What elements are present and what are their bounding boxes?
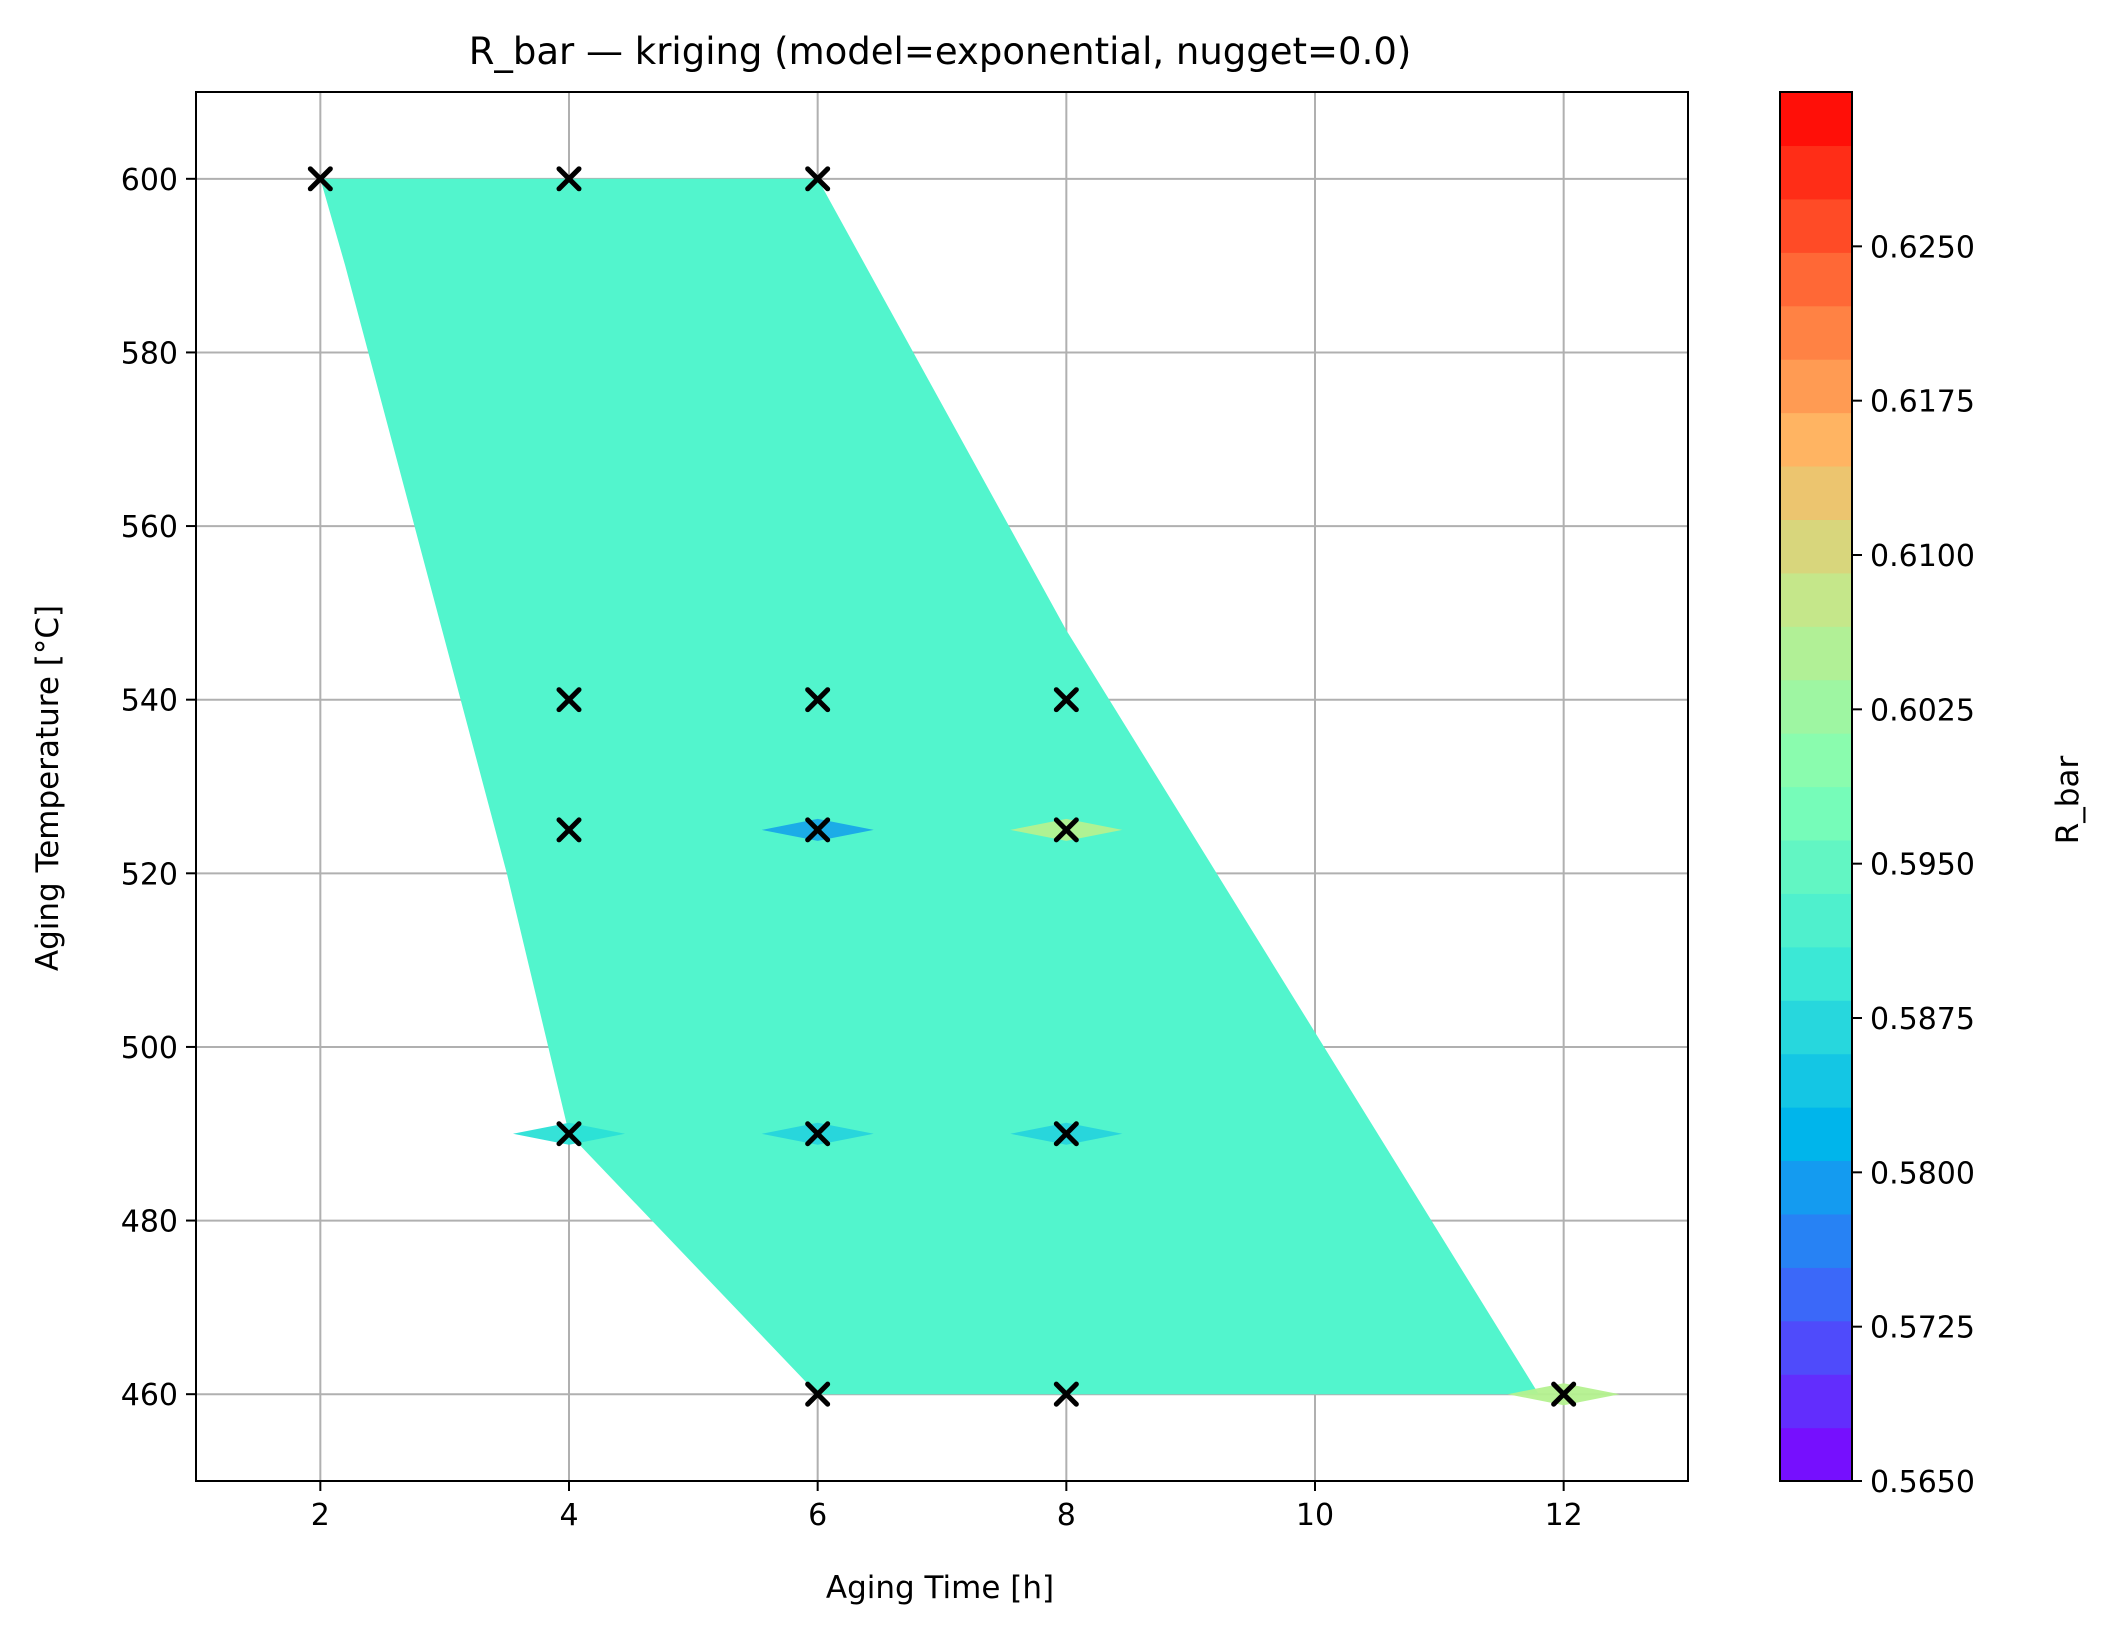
chart-title: R_bar — kriging (model=exponential, nugg… (469, 30, 1412, 73)
colorbar-band (1780, 679, 1852, 734)
colorbar-band (1780, 946, 1852, 1001)
colorbar-band (1780, 1107, 1852, 1162)
colorbar: 0.5650 0.5725 0.5800 0.5875 0.5950 0.6025 0.61… (1779, 91, 2086, 1500)
colorbar-band (1780, 893, 1852, 948)
colorbar-band (1780, 626, 1852, 681)
sample-point-marker (556, 1121, 582, 1147)
colorbar-band (1780, 1427, 1852, 1482)
colorbar-ticks: 0.5650 0.5725 0.5800 0.5875 0.5950 0.6025 0.61… (1852, 230, 1975, 1500)
colorbar-band (1780, 1267, 1852, 1322)
y-tick-label: 600 (121, 163, 178, 198)
colorbar-band (1780, 733, 1852, 788)
colorbar-tick-label: 0.5875 (1870, 1002, 1975, 1037)
colorbar-band (1780, 92, 1852, 147)
colorbar-tick-label: 0.5725 (1870, 1311, 1975, 1346)
colorbar-bands (1780, 92, 1852, 1482)
sample-point-marker (556, 166, 582, 192)
colorbar-tick-label: 0.6250 (1870, 230, 1975, 265)
colorbar-band (1780, 198, 1852, 253)
sample-point-marker (805, 1381, 831, 1407)
sample-point-marker (805, 166, 831, 192)
x-axis-label: Aging Time [h] (826, 1570, 1054, 1606)
x-tick-label: 8 (1057, 1498, 1076, 1533)
colorbar-band (1780, 572, 1852, 627)
y-tick-label: 460 (121, 1378, 178, 1413)
sample-point-marker (805, 687, 831, 713)
colorbar-label: R_bar (2050, 756, 2086, 845)
sample-point-marker (556, 687, 582, 713)
colorbar-band (1780, 412, 1852, 467)
sample-point-marker (1053, 1381, 1079, 1407)
colorbar-frame (1779, 91, 1853, 1482)
colorbar-tick-label: 0.5800 (1870, 1156, 1975, 1191)
y-axis-ticks: 460 480 500 520 540 560 580 600 (121, 163, 196, 1413)
colorbar-tick-label: 0.5950 (1870, 848, 1975, 883)
colorbar-band (1780, 1320, 1852, 1375)
field-region (320, 178, 1539, 1395)
colorbar-tick-label: 0.5650 (1870, 1465, 1975, 1500)
sample-point-marker (1053, 1121, 1079, 1147)
sample-point-marker (307, 166, 333, 192)
colorbar-tick-label: 0.6025 (1870, 693, 1975, 728)
colorbar-band (1780, 1053, 1852, 1108)
plot-frame (195, 91, 1689, 1482)
sample-point-marker (1053, 817, 1079, 843)
colorbar-tick-label: 0.6100 (1870, 539, 1975, 574)
colorbar-band (1780, 359, 1852, 414)
x-tick-label: 12 (1545, 1498, 1583, 1533)
sample-point-marker (1551, 1381, 1577, 1407)
sample-points (307, 166, 1577, 1407)
sample-point-marker (556, 817, 582, 843)
sample-point-marker (805, 1121, 831, 1147)
x-tick-label: 6 (808, 1498, 827, 1533)
x-tick-label: 4 (559, 1498, 578, 1533)
colorbar-band (1780, 1000, 1852, 1055)
colorbar-band (1780, 145, 1852, 200)
y-tick-label: 520 (121, 857, 178, 892)
y-tick-label: 580 (121, 336, 178, 371)
colorbar-band (1780, 786, 1852, 841)
colorbar-band (1780, 1160, 1852, 1215)
plot-area: 2 4 6 8 10 12 460 480 500 520 540 560 580 600 (121, 91, 1689, 1533)
sample-point-marker (805, 817, 831, 843)
sample-point-marker (1053, 687, 1079, 713)
x-tick-label: 10 (1296, 1498, 1334, 1533)
y-axis-label: Aging Temperature [°C] (30, 605, 66, 971)
x-tick-label: 2 (311, 1498, 330, 1533)
colorbar-band (1780, 1374, 1852, 1429)
colorbar-tick-label: 0.6175 (1870, 385, 1975, 420)
colorbar-band (1780, 465, 1852, 520)
colorbar-band (1780, 839, 1852, 894)
kriging-field (320, 178, 1620, 1406)
y-tick-label: 540 (121, 684, 178, 719)
y-tick-label: 480 (121, 1205, 178, 1240)
y-tick-label: 500 (121, 1031, 178, 1066)
colorbar-band (1780, 252, 1852, 307)
colorbar-band (1780, 519, 1852, 574)
x-axis-ticks: 2 4 6 8 10 12 (311, 1481, 1583, 1533)
colorbar-band (1780, 1213, 1852, 1268)
y-tick-label: 560 (121, 510, 178, 545)
colorbar-band (1780, 305, 1852, 360)
